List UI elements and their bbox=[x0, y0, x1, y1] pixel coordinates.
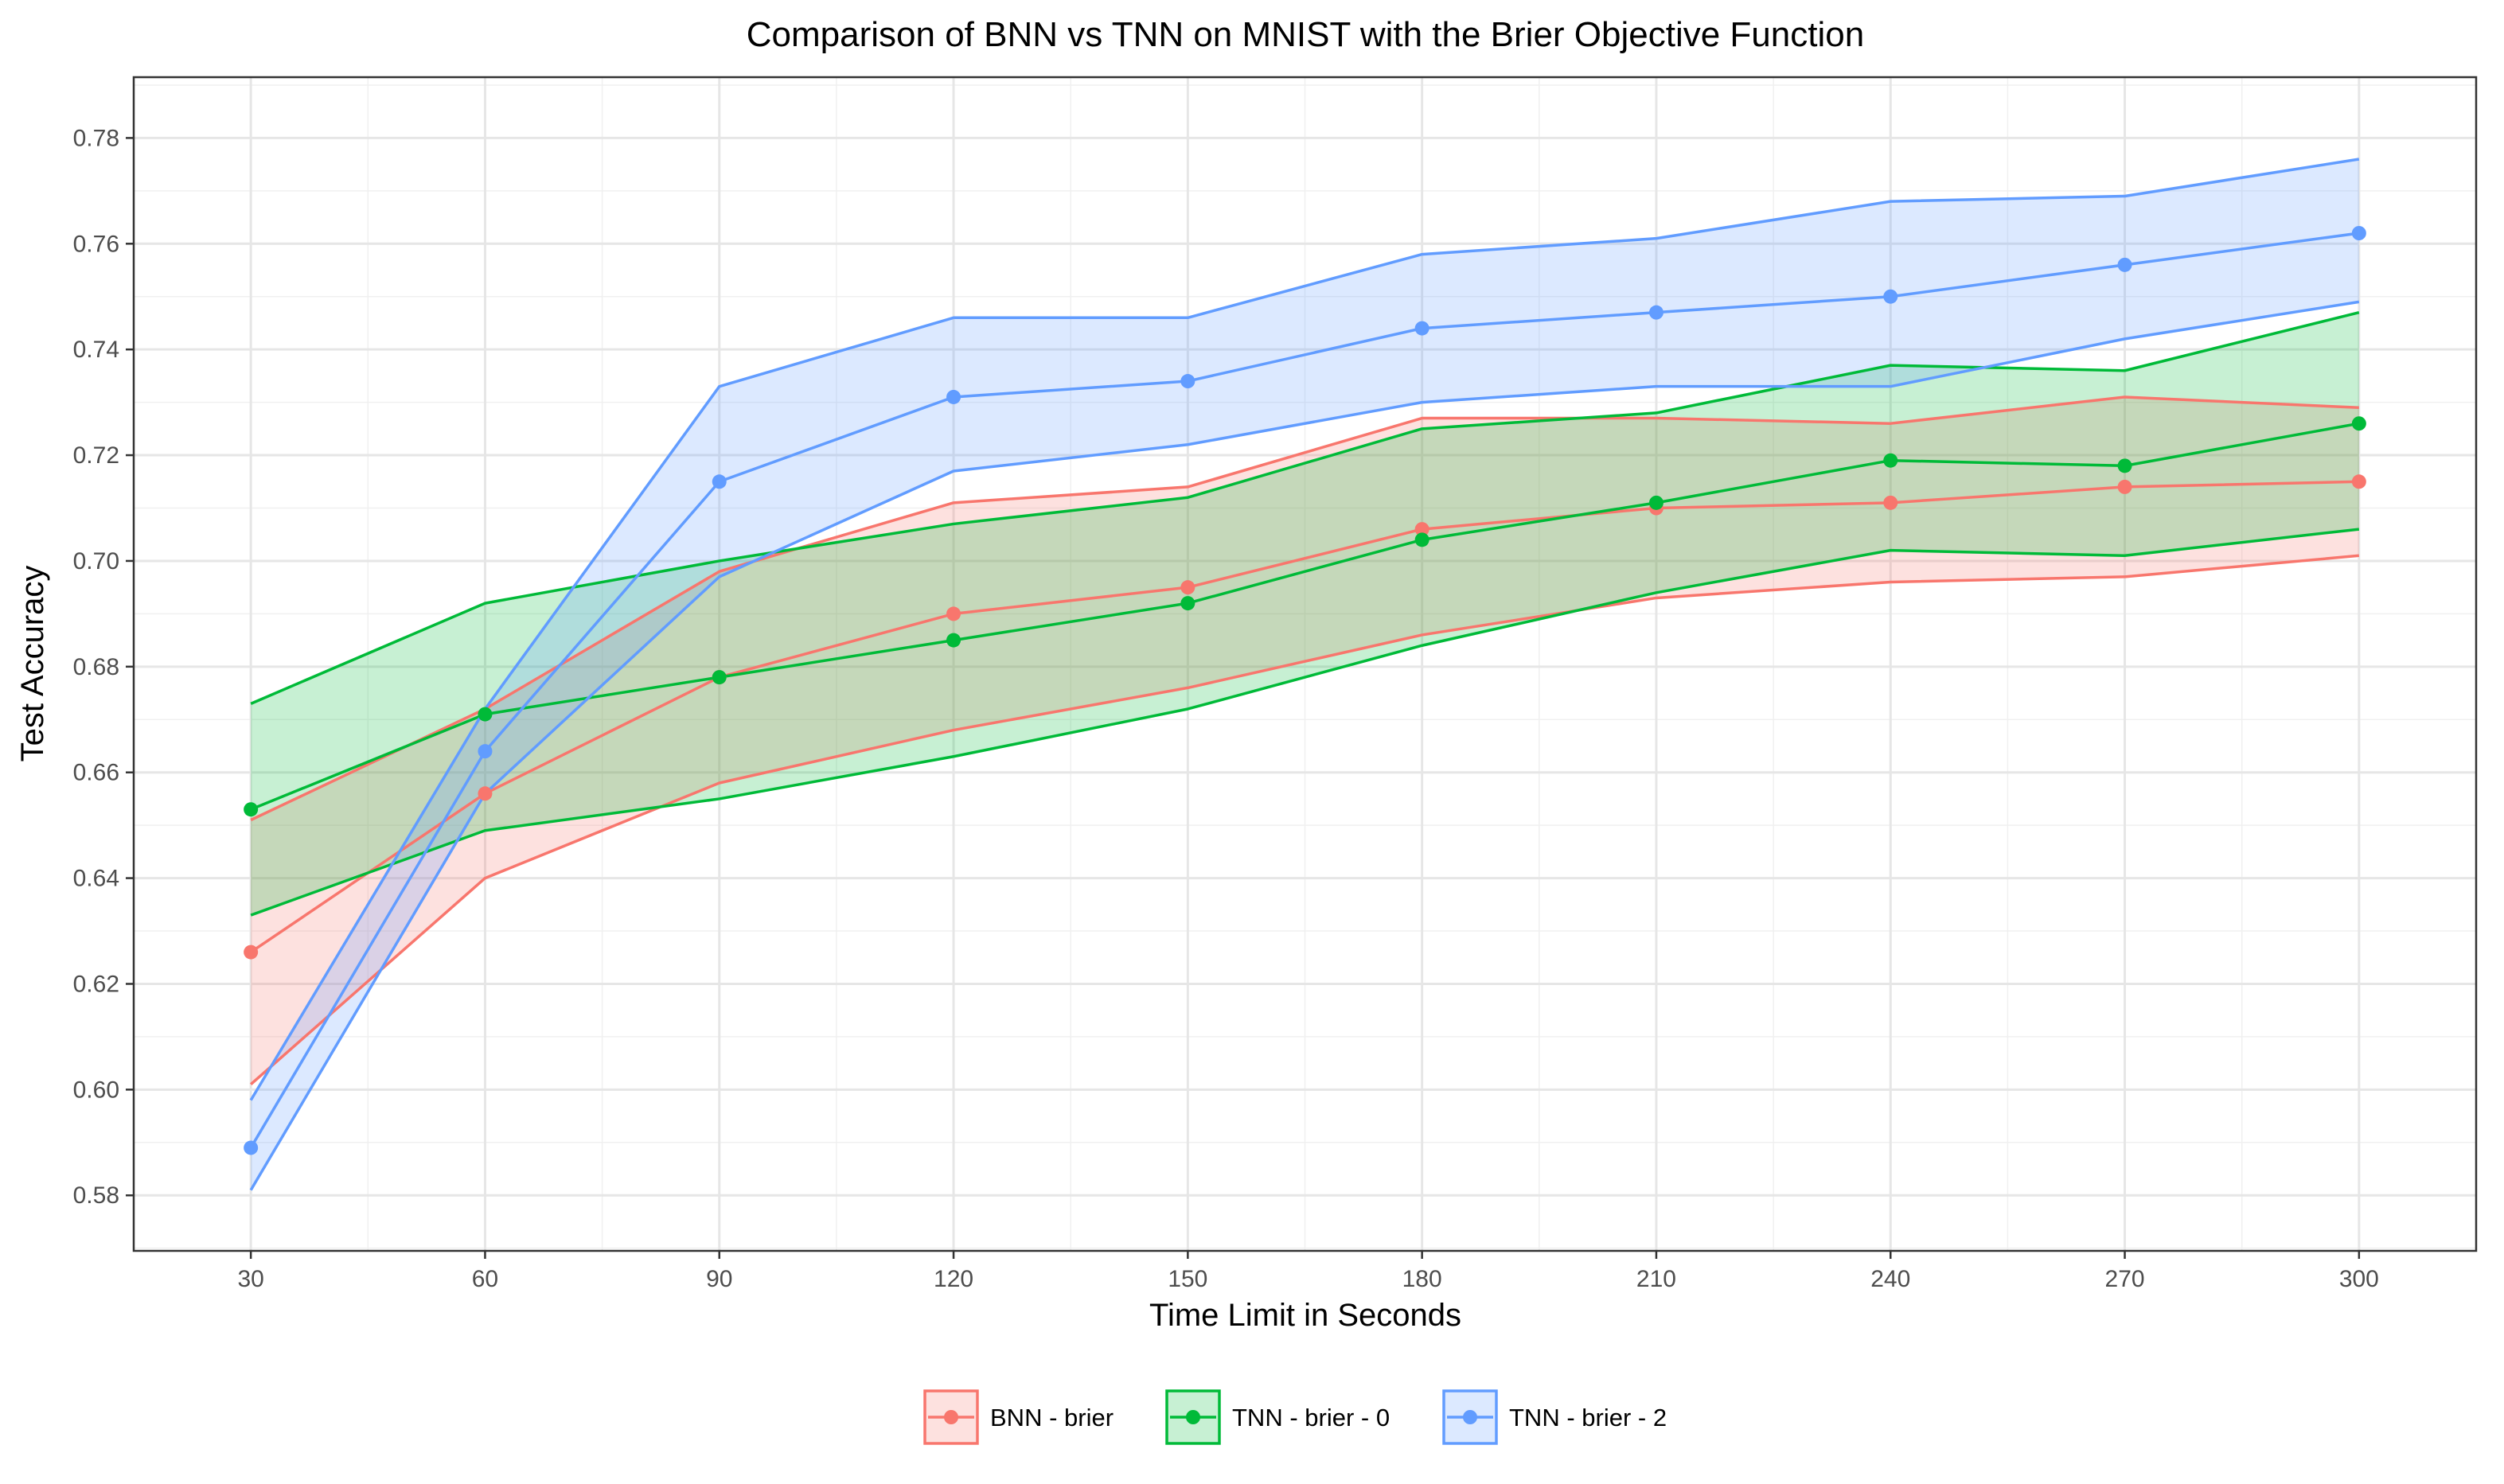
x-tick-label: 210 bbox=[1636, 1266, 1676, 1292]
legend-item-1: TNN - brier - 0 bbox=[1165, 1389, 1390, 1445]
band-series-1 bbox=[251, 312, 2359, 916]
axis-ticks bbox=[126, 137, 2361, 1259]
y-axis-title: Test Accuracy bbox=[15, 566, 50, 762]
point-series-2 bbox=[2117, 257, 2132, 272]
y-tick-label: 0.78 bbox=[73, 125, 119, 151]
x-tick-label: 300 bbox=[2339, 1266, 2379, 1292]
grid-major bbox=[134, 77, 2476, 1251]
line-upper-series-0 bbox=[250, 395, 2359, 822]
line-upper-series-1 bbox=[250, 310, 2360, 705]
point-series-1 bbox=[1414, 532, 1429, 547]
line-upper-series-2 bbox=[249, 158, 2360, 1101]
point-series-1 bbox=[244, 802, 259, 817]
y-tick-label: 0.72 bbox=[73, 442, 119, 469]
x-axis-title: Time Limit in Seconds bbox=[1149, 1298, 1461, 1333]
line-values-series-2 bbox=[249, 232, 2360, 1149]
point-series-0 bbox=[2351, 474, 2366, 489]
confidence-bands bbox=[251, 158, 2359, 1190]
point-series-2 bbox=[1648, 305, 1663, 320]
point-series-2 bbox=[2351, 226, 2366, 241]
y-tick-label: 0.76 bbox=[73, 231, 119, 257]
line-lower-series-0 bbox=[249, 554, 2360, 1086]
x-tick-labels: 30 60 90 120 150 180 210 240 270 300 bbox=[237, 1266, 2378, 1292]
point-series-2 bbox=[1414, 321, 1429, 336]
point-series-0 bbox=[2117, 479, 2132, 494]
point-series-1 bbox=[478, 707, 493, 722]
legend-key-point bbox=[1463, 1410, 1477, 1424]
line-values-series-0 bbox=[250, 480, 2359, 954]
x-tick-label: 240 bbox=[1870, 1266, 1910, 1292]
y-tick-label: 0.70 bbox=[73, 548, 119, 575]
x-tick-label: 90 bbox=[706, 1266, 732, 1292]
legend-item-0: BNN - brier bbox=[923, 1389, 1114, 1445]
y-tick-label: 0.66 bbox=[73, 760, 119, 786]
point-series-1 bbox=[1883, 453, 1898, 468]
line-values-series-1 bbox=[250, 422, 2360, 811]
line-lower-series-2 bbox=[249, 300, 2360, 1191]
point-series-2 bbox=[712, 474, 727, 489]
x-tick-label: 120 bbox=[934, 1266, 973, 1292]
point-series-0 bbox=[1883, 495, 1898, 510]
point-series-1 bbox=[1648, 495, 1663, 510]
y-tick-label: 0.68 bbox=[73, 654, 119, 680]
y-tick-label: 0.74 bbox=[73, 337, 119, 363]
series-points bbox=[244, 226, 2366, 1155]
point-series-2 bbox=[1883, 289, 1898, 304]
point-series-0 bbox=[1414, 522, 1429, 537]
band-series-0 bbox=[251, 396, 2359, 1085]
point-series-2 bbox=[946, 389, 961, 404]
y-tick-label: 0.64 bbox=[73, 866, 119, 892]
point-series-1 bbox=[2117, 458, 2132, 473]
legend: BNN - brier TNN - brier - 0 TNN - brier - … bbox=[923, 1389, 1667, 1445]
plot-frame bbox=[132, 76, 2478, 1252]
legend-label: TNN - brier - 0 bbox=[1232, 1404, 1390, 1431]
y-tick-label: 0.60 bbox=[73, 1077, 119, 1103]
x-tick-label: 150 bbox=[1168, 1266, 1207, 1292]
x-tick-label: 270 bbox=[2105, 1266, 2145, 1292]
legend-label: BNN - brier bbox=[990, 1404, 1114, 1431]
point-series-0 bbox=[478, 786, 493, 801]
y-tick-label: 0.62 bbox=[73, 971, 119, 997]
legend-item-2: TNN - brier - 2 bbox=[1442, 1389, 1667, 1445]
point-series-0 bbox=[1180, 580, 1195, 595]
point-series-0 bbox=[244, 945, 259, 960]
point-series-1 bbox=[712, 670, 727, 685]
grid-minor bbox=[133, 77, 2477, 1251]
point-series-0 bbox=[946, 606, 961, 621]
point-series-1 bbox=[946, 633, 961, 648]
x-tick-label: 30 bbox=[237, 1266, 263, 1292]
legend-key-point bbox=[944, 1410, 958, 1424]
point-series-2 bbox=[1180, 374, 1195, 389]
point-series-1 bbox=[1180, 596, 1195, 611]
legend-key-point bbox=[1186, 1410, 1200, 1424]
y-tick-label: 0.58 bbox=[73, 1182, 119, 1209]
x-tick-label: 60 bbox=[472, 1266, 498, 1292]
series-lines bbox=[249, 158, 2360, 1191]
x-tick-label: 180 bbox=[1402, 1266, 1442, 1292]
point-series-2 bbox=[478, 744, 493, 759]
y-tick-labels: 0.58 0.60 0.62 0.64 0.66 0.68 0.70 0.72 0.74 0.76… bbox=[73, 125, 119, 1209]
point-series-1 bbox=[2351, 416, 2366, 431]
point-series-2 bbox=[244, 1140, 259, 1155]
legend-label: TNN - brier - 2 bbox=[1509, 1404, 1667, 1431]
band-series-2 bbox=[251, 158, 2359, 1190]
line-lower-series-1 bbox=[250, 528, 2360, 917]
chart-title: Comparison of BNN vs TNN on MNIST with t… bbox=[747, 15, 1864, 54]
